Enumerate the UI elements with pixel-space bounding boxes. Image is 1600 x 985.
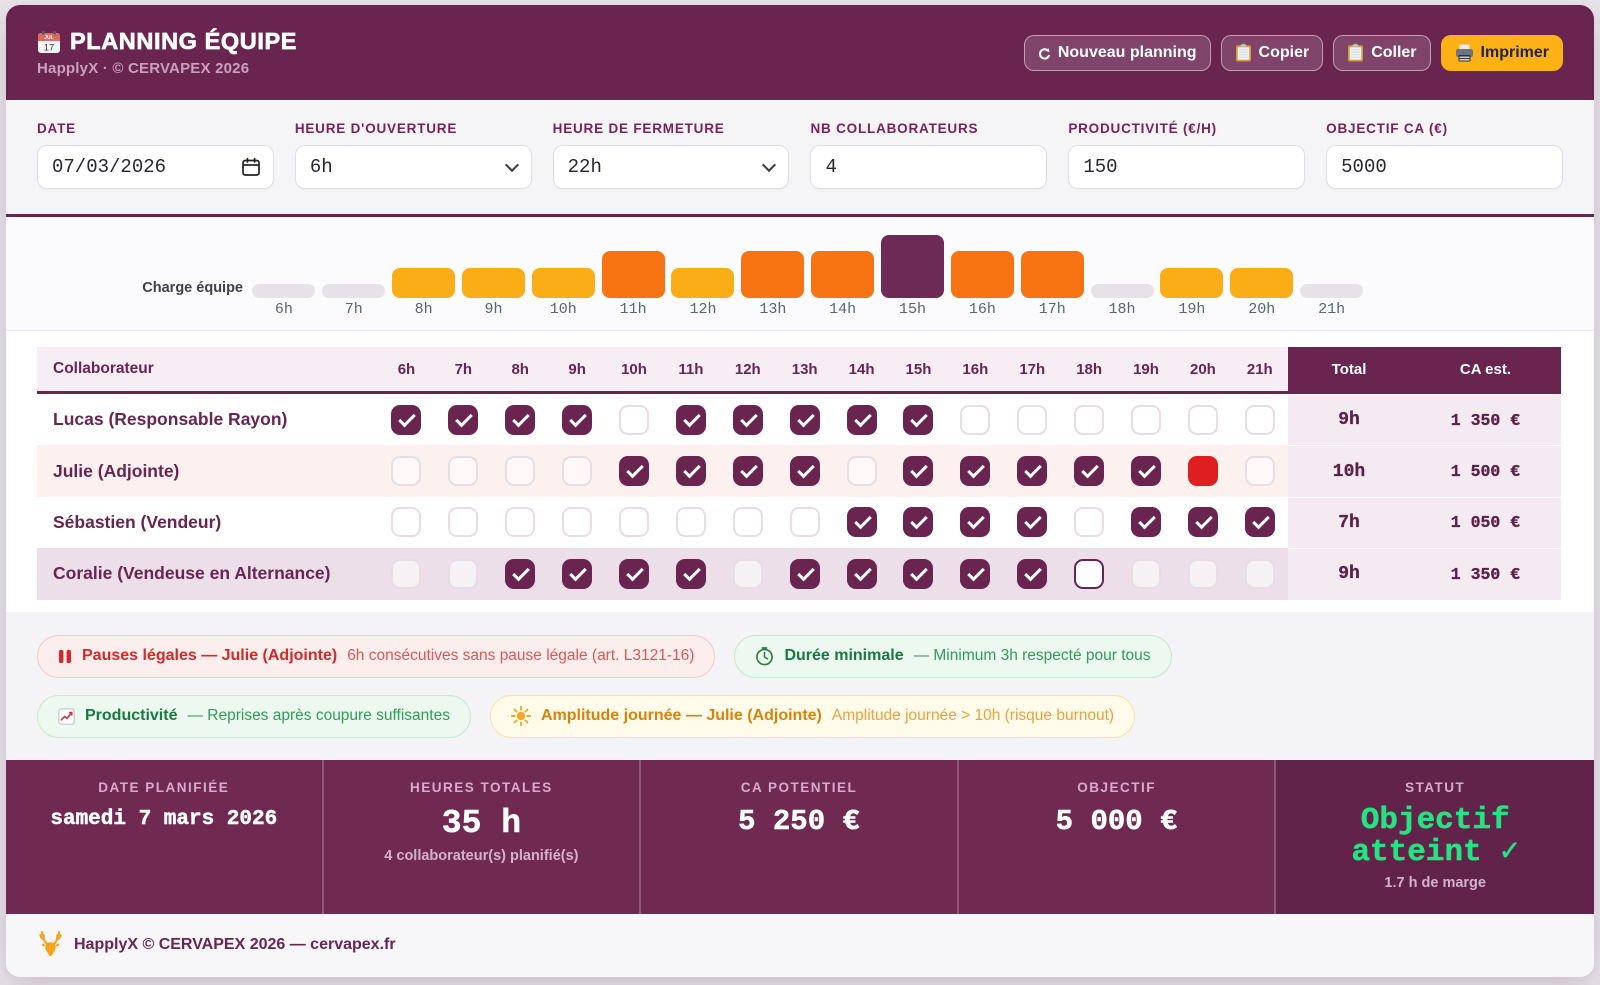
- svg-text:17: 17: [44, 42, 55, 53]
- svg-text:JUL: JUL: [44, 35, 53, 41]
